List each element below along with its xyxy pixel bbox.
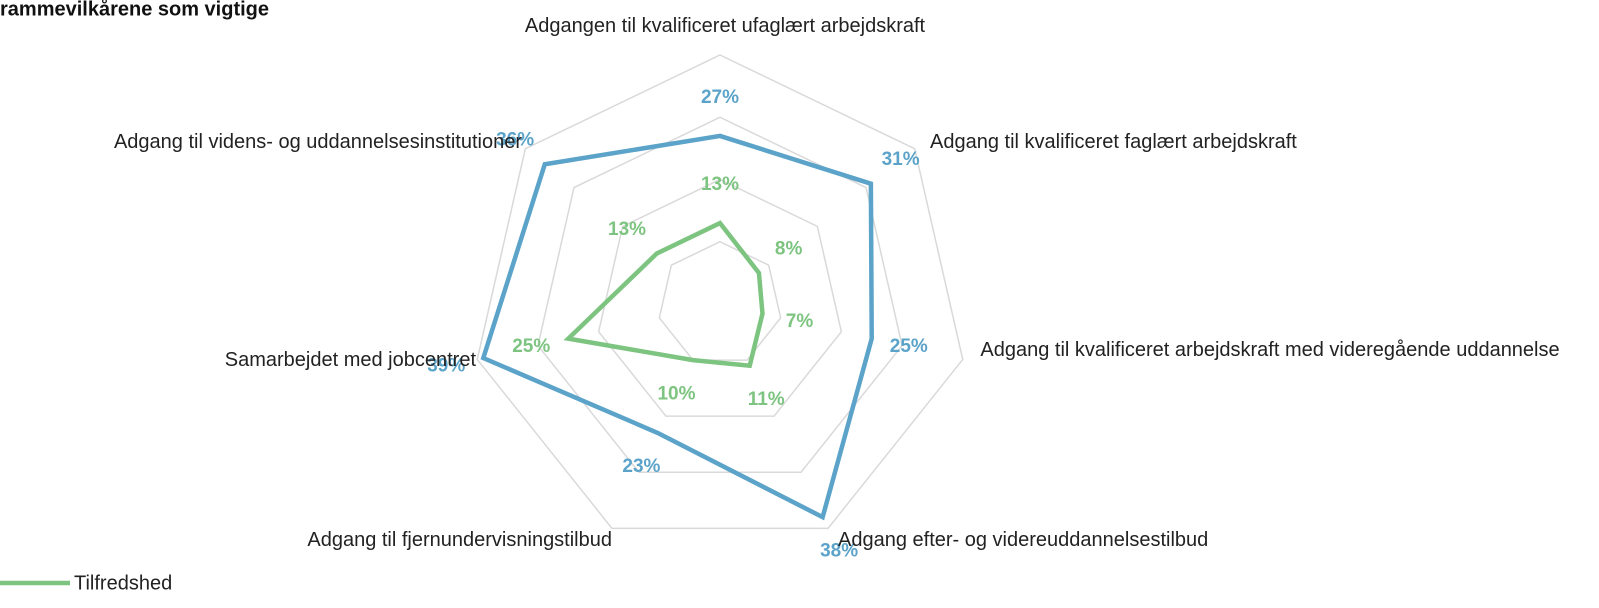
data-label: 39% bbox=[427, 355, 465, 376]
grid-ring bbox=[476, 54, 964, 530]
data-label: 10% bbox=[657, 383, 695, 404]
category-label: Adgang til videns- og uddannelsesinstitu… bbox=[113, 131, 522, 153]
radar-line bbox=[480, 133, 874, 521]
data-label: 25% bbox=[890, 336, 928, 357]
data-label: 8% bbox=[775, 238, 803, 259]
radar-line bbox=[563, 220, 765, 369]
data-label: 27% bbox=[701, 87, 739, 108]
data-label: 13% bbox=[701, 174, 739, 195]
category-label: Samarbejdet med jobcentret bbox=[224, 349, 476, 371]
data-label: 31% bbox=[882, 149, 920, 170]
grid-ring bbox=[597, 178, 843, 417]
data-label: 36% bbox=[496, 130, 534, 151]
data-label: 11% bbox=[748, 389, 785, 410]
legend-label: Tilfredshed bbox=[74, 572, 172, 594]
category-label: Adgang til kvalificeret faglært arbejdsk… bbox=[930, 131, 1297, 153]
data-label: 38% bbox=[820, 540, 858, 561]
chart-title: rammevilkårene som vigtige bbox=[0, 0, 269, 20]
data-label: 25% bbox=[512, 336, 550, 357]
category-label: Adgang til fjernundervisningstilbud bbox=[307, 529, 612, 551]
grid-ring bbox=[658, 240, 782, 361]
data-label: 13% bbox=[608, 219, 646, 240]
data-label: 23% bbox=[622, 456, 660, 477]
category-label: Adgang efter- og videreuddannelsestilbud bbox=[838, 529, 1209, 551]
category-label: Adgang til kvalificeret arbejdskraft med… bbox=[980, 339, 1560, 361]
category-label: Adgangen til kvalificeret ufaglært arbej… bbox=[524, 15, 926, 37]
data-label: 7% bbox=[786, 311, 814, 332]
